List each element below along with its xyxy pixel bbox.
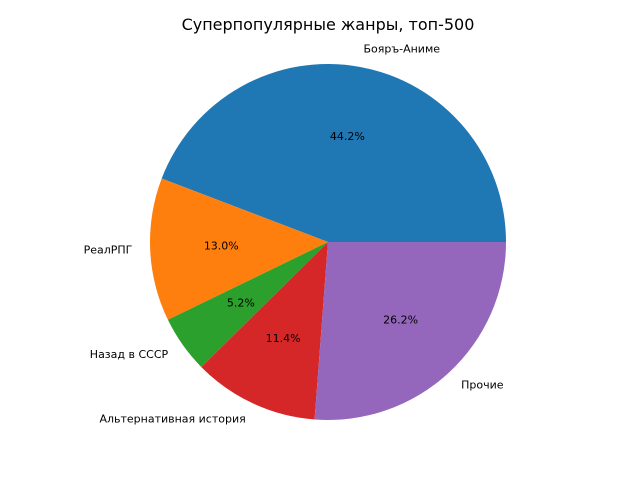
pie-slice-label-2: Назад в СССР [90,348,169,361]
pie-slice-percent-2: 5.2% [227,297,255,310]
pie-slice-2 [167,242,328,368]
pie-slice-label-1: РеалРПГ [84,244,133,257]
chart-title: Суперпопулярные жанры, топ-500 [182,15,475,34]
pie-labels: Бояръ-Аниме 44.2% РеалРПГ 13.0% Назад в СССР… [84,42,504,425]
pie-slice-label-0: Бояръ-Аниме [363,42,440,55]
pie-slices [150,64,506,420]
pie-slice-percent-3: 11.4% [266,332,301,345]
pie-slice-3 [201,242,328,420]
pie-slice-percent-1: 13.0% [204,240,239,253]
pie-slice-1 [150,178,328,320]
pie-slice-percent-0: 44.2% [330,130,365,143]
pie-slice-percent-4: 26.2% [383,313,418,326]
pie-slice-4 [314,242,506,420]
pie-slice-label-4: Прочие [461,379,504,392]
pie-slice-label-3: Альтернативная история [99,413,245,426]
pie-slice-0 [161,64,506,242]
